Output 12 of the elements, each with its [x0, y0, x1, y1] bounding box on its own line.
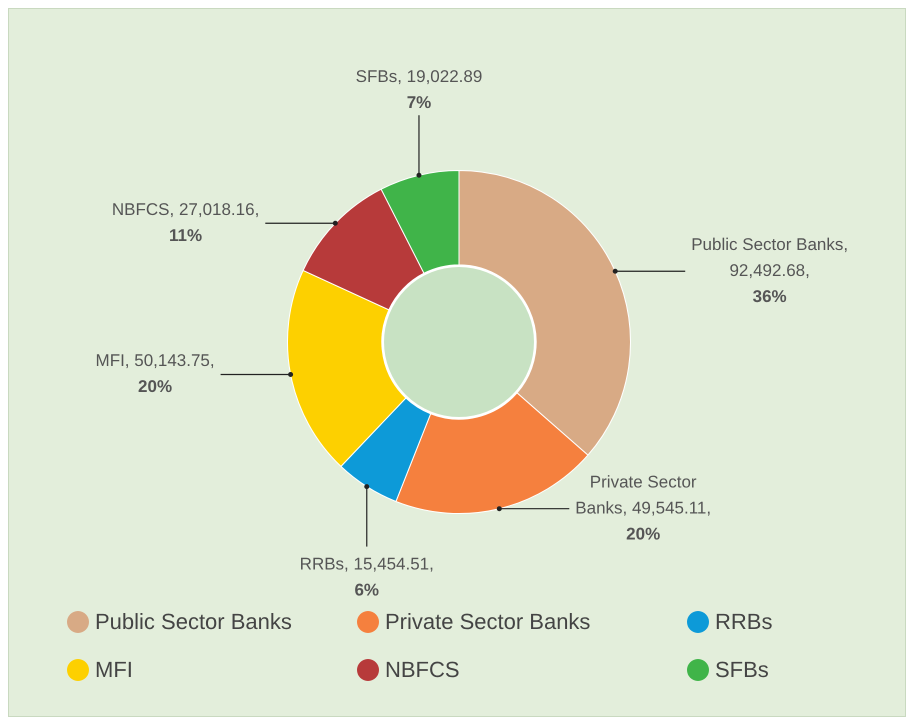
data-label: SFBs, 19,022.89 7%	[356, 66, 482, 112]
legend-label: Private Sector Banks	[385, 609, 590, 635]
legend-label: RRBs	[715, 609, 772, 635]
data-label: MFI, 50,143.75, 20%	[96, 351, 215, 396]
data-label: Public Sector Banks, 92,492.68, 36%	[691, 234, 848, 306]
data-label: Private Sector Banks, 49,545.11, 20%	[575, 472, 712, 544]
legend-label: Public Sector Banks	[95, 609, 292, 635]
data-label: RRBs, 15,454.51, 6%	[300, 554, 434, 600]
legend-label: MFI	[95, 657, 133, 683]
legend-label: SFBs	[715, 657, 769, 683]
legend-label: NBFCS	[385, 657, 460, 683]
data-label: NBFCS, 27,018.16, 11%	[112, 200, 260, 245]
